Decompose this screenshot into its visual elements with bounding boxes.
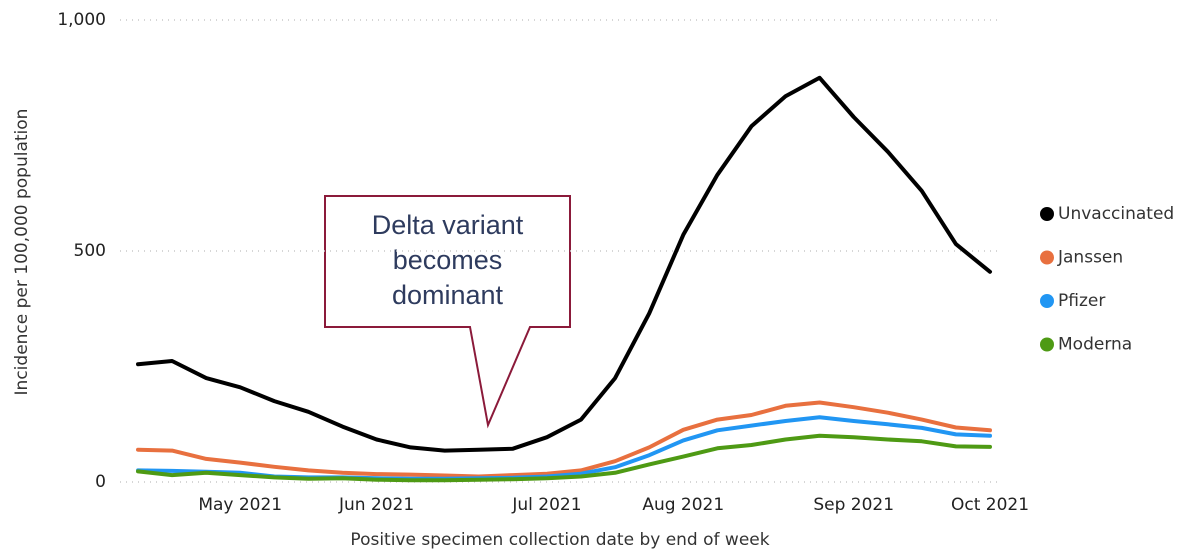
- y-axis-title: Incidence per 100,000 population: [12, 109, 32, 396]
- legend-label: Janssen: [1057, 248, 1123, 268]
- annotation-callout: [324, 195, 571, 429]
- y-tick-label: 500: [74, 241, 106, 261]
- legend-marker: [1040, 250, 1054, 265]
- series-line: [136, 433, 992, 483]
- x-tick-label: Aug 2021: [642, 495, 724, 515]
- x-tick-label: Jul 2021: [511, 495, 581, 515]
- x-tick-label: Sep 2021: [813, 495, 894, 515]
- annotation: Delta variant becomes dominant: [371, 210, 524, 310]
- y-tick-label: 0: [95, 472, 106, 492]
- legend-label: Unvaccinated: [1058, 204, 1174, 224]
- series-line: [136, 400, 992, 479]
- x-tick-label: Jun 2021: [338, 495, 414, 515]
- legend-label: Moderna: [1058, 335, 1132, 355]
- legend-label: Pfizer: [1058, 291, 1105, 311]
- legend-marker: [1040, 294, 1054, 308]
- legend-marker: [1040, 207, 1054, 221]
- x-axis-title: Positive specimen collection date by end…: [350, 530, 769, 550]
- series-line: [136, 75, 992, 453]
- annotation-box: Delta variant becomes dominant: [371, 210, 524, 310]
- y-tick-label: 1,000: [57, 10, 106, 30]
- x-tick-label: May 2021: [198, 495, 282, 515]
- x-tick-label: Oct 2021: [951, 495, 1029, 515]
- legend-marker: [1040, 337, 1054, 352]
